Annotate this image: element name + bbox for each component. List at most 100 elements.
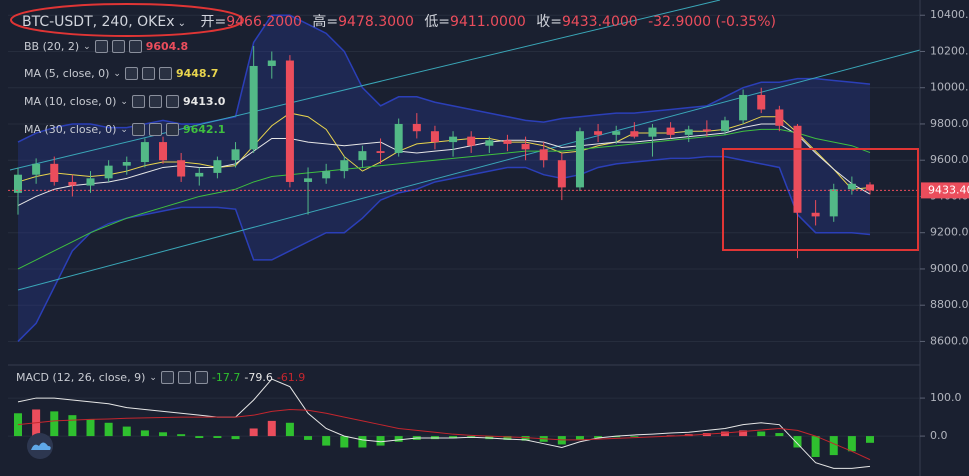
trend-line: [17, 49, 921, 291]
gear-icon[interactable]: [148, 123, 162, 136]
candle-body: [739, 94, 748, 121]
close-value: 9433.4000: [561, 14, 638, 30]
gear-icon[interactable]: [111, 40, 125, 53]
legend-name: MACD (12, 26, close, 9): [16, 371, 146, 384]
legend-value: -61.9: [276, 371, 306, 384]
histogram-bar: [394, 436, 403, 442]
histogram-bar: [267, 420, 276, 437]
legend-value: 9413.0: [182, 95, 226, 108]
change: -32.9000 (-0.35%): [648, 14, 776, 30]
histogram-bar: [503, 436, 512, 440]
candle-body: [847, 183, 856, 190]
candle-body: [394, 123, 403, 153]
last-price-label: 9433.40: [928, 183, 969, 196]
legend-value: 9604.8: [145, 40, 189, 53]
candle-body: [177, 160, 186, 177]
y-tick-label: 9600.00: [930, 153, 969, 166]
candle-body: [376, 151, 385, 153]
candle-body: [449, 136, 458, 143]
legend-name: BB (20, 2): [24, 40, 80, 53]
histogram-bar: [376, 436, 385, 446]
y-tick-label: 100.0: [930, 391, 962, 404]
bands: [17, 14, 871, 342]
candle-body: [285, 60, 294, 182]
legend-row: MA (5, close, 0) ⌄ 9448.7: [24, 67, 218, 80]
candle-body: [122, 162, 131, 166]
candle-body: [267, 60, 276, 66]
open-label: 开=: [200, 14, 227, 30]
low-label: 低=: [424, 14, 451, 30]
close-icon[interactable]: [128, 40, 142, 53]
close-icon[interactable]: [165, 95, 179, 108]
candle-body: [322, 171, 331, 179]
histogram-bar: [720, 431, 729, 437]
candle-body: [14, 174, 22, 193]
last-price-box: [921, 182, 969, 199]
eye-icon[interactable]: [124, 67, 138, 80]
histogram-bar: [811, 436, 820, 457]
caret: ⌄: [149, 372, 157, 383]
histogram-bar: [195, 436, 204, 438]
histogram-bar: [140, 430, 149, 437]
candle-body: [485, 140, 494, 146]
candle-body: [594, 131, 603, 135]
candle-body: [866, 184, 874, 191]
legend-name: MA (30, close, 0): [24, 123, 117, 136]
histogram-bar: [159, 432, 168, 437]
symbol[interactable]: BTC-USDT, 240, OKEx: [22, 14, 175, 30]
y-tick-label: 10000.00: [930, 81, 969, 94]
gear-icon[interactable]: [177, 371, 191, 384]
histogram-bar: [449, 436, 458, 439]
legend-value: 9642.1: [182, 123, 226, 136]
histogram-bar: [521, 436, 530, 441]
legend-value: 9448.7: [175, 67, 219, 80]
eye-icon[interactable]: [131, 95, 145, 108]
high-value: 9478.3000: [338, 14, 414, 30]
histogram-bar: [68, 415, 77, 437]
high-label: 高=: [312, 14, 339, 30]
highlight-ellipse: [10, 3, 244, 37]
candle-body: [140, 142, 149, 163]
close-icon[interactable]: [194, 371, 208, 384]
histogram-bar: [739, 430, 748, 437]
eye-icon[interactable]: [94, 40, 108, 53]
ma-line: [17, 123, 871, 206]
histogram-bar: [86, 418, 95, 437]
left-edge: [0, 0, 8, 476]
candle-body: [195, 172, 204, 177]
candle-body: [793, 125, 802, 213]
legend-value: -17.7: [211, 371, 241, 384]
candle-body: [430, 131, 439, 143]
candle-body: [304, 178, 313, 182]
candle-body: [340, 160, 349, 172]
signal-line: [17, 408, 871, 461]
histogram-bar: [213, 436, 222, 438]
y-tick-label: 8800.00: [930, 298, 969, 311]
candle-body: [829, 189, 838, 217]
legend-row: MACD (12, 26, close, 9) ⌄ -17.7 -79.6 -61.9: [16, 371, 305, 384]
close-icon[interactable]: [165, 123, 179, 136]
eye-icon[interactable]: [131, 123, 145, 136]
histogram-bar: [231, 436, 240, 440]
y-tick-label: 9000.00: [930, 262, 969, 275]
gear-icon[interactable]: [148, 95, 162, 108]
candle-body: [757, 94, 766, 110]
gear-icon[interactable]: [141, 67, 155, 80]
candle-body: [720, 120, 729, 132]
candle-body: [684, 129, 693, 135]
candle-body: [231, 149, 240, 161]
eye-icon[interactable]: [160, 371, 174, 384]
candle-body: [213, 160, 222, 173]
histogram-bar: [122, 426, 131, 437]
candle-body: [358, 151, 367, 161]
candle-body: [648, 127, 657, 137]
candle-body: [775, 109, 784, 126]
histogram-bar: [249, 428, 258, 437]
histogram-bar: [285, 422, 294, 437]
legend-name: MA (10, close, 0): [24, 95, 117, 108]
y-tick-label: 9800.00: [930, 117, 969, 130]
caret: ⌄: [83, 41, 91, 52]
candle-body: [575, 131, 584, 188]
close-icon[interactable]: [158, 67, 172, 80]
histogram-bar: [775, 433, 784, 437]
